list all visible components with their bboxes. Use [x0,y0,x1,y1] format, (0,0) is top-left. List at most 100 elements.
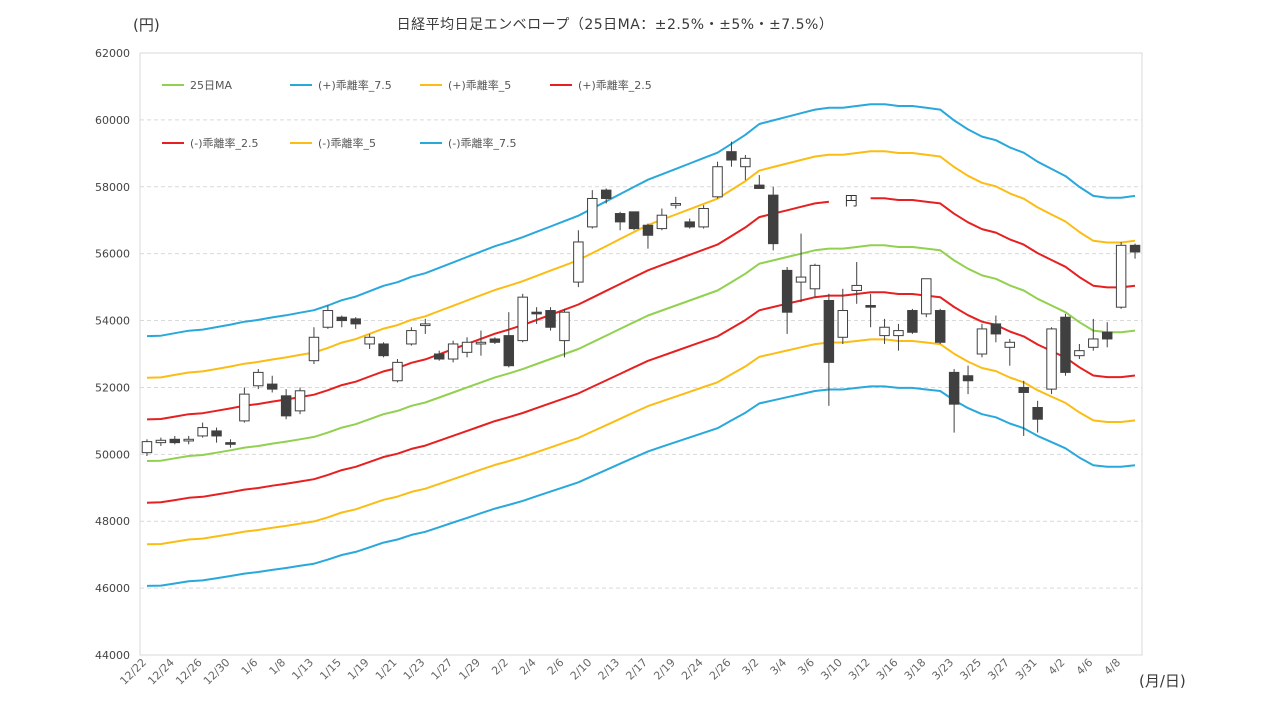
x-tick-label: 12/30 [201,656,233,688]
candle-body [656,214,668,230]
candle-body [879,326,890,337]
candle-body [294,390,306,412]
candle-body [447,343,459,360]
candle-body [614,213,626,223]
candle-body [155,439,167,444]
candle-body [545,310,556,328]
x-tick-label: 1/27 [429,656,456,683]
x-tick-label: 3/25 [957,656,984,683]
x-tick-label: 4/2 [1046,656,1068,678]
x-tick-label: 3/2 [740,656,762,678]
candle-body [1129,244,1141,253]
legend-label: 25日MA [190,79,232,92]
x-tick-label: 3/12 [846,656,873,683]
x-tick-label: 3/6 [795,656,817,678]
candle-body [141,441,153,454]
x-tick-label: 4/6 [1074,656,1096,678]
candle-body [406,330,417,345]
legend-label: (+)乖離率_7.5 [318,78,392,92]
x-tick-label: 2/17 [623,656,650,683]
candle-body [1018,386,1029,393]
candle-body [587,197,598,228]
candle-body [1032,407,1043,420]
series-line-3 [870,197,1136,289]
legend-label: (-)乖離率_2.5 [190,136,259,150]
candle-body [767,194,779,245]
x-tick-label: 1/15 [317,656,344,683]
candle-body [781,269,793,313]
candle-body [670,203,682,206]
candle-body [837,310,849,338]
series-line-4 [146,291,1136,504]
x-tick-label: 1/29 [456,656,483,683]
candle-body [754,184,765,189]
y-tick-label: 62000 [95,47,130,60]
y-tick-label: 58000 [95,181,130,194]
candle-body [990,323,1002,335]
legend-label: (-)乖離率_5 [318,136,376,150]
candle-body [503,335,515,367]
x-tick-label: 2/10 [568,656,595,683]
candle-body [893,330,904,337]
y-tick-label: 54000 [95,315,130,328]
x-tick-label: 1/8 [267,656,289,678]
series-line-0 [146,244,1136,462]
x-tick-label: 3/18 [902,656,929,683]
candle-body [378,343,389,357]
candle-body [392,361,403,382]
x-tick-label: 2/2 [489,656,511,678]
candle-body [253,371,264,387]
candle-body [795,276,807,283]
x-tick-label: 1/21 [373,656,400,683]
y-tick-label: 50000 [95,448,130,461]
x-tick-label: 1/13 [289,656,316,683]
candle-body [698,208,709,228]
candle-body [740,157,751,168]
x-axis-unit: (月/日) [1139,672,1186,690]
candle-body [322,310,334,328]
candle-body [461,341,473,353]
y-tick-label: 56000 [95,248,130,261]
x-tick-label: 1/19 [345,656,372,683]
candle-body [169,438,181,444]
x-tick-label: 3/27 [985,656,1012,683]
candle-body [280,395,292,417]
candle-body [225,442,236,445]
candle-body [642,224,654,236]
candle-body [684,221,695,228]
candle-body [1060,316,1071,373]
candle-body [197,427,208,437]
candle-body [364,336,375,345]
x-tick-label: 2/4 [517,656,539,678]
candle-body [350,318,361,325]
y-tick-label: 60000 [95,114,130,127]
candle-body [628,211,640,230]
y-tick-label: 52000 [95,381,130,394]
candle-body [559,311,570,342]
candle-body [211,430,222,437]
x-tick-label: 3/23 [930,656,957,683]
x-tick-label: 1/23 [401,656,428,683]
y-tick-label: 48000 [95,515,130,528]
candle-body [266,383,278,390]
y-axis-unit: (円) [133,16,160,34]
candle-body [420,323,431,327]
candle-body [851,284,862,291]
candle-body [921,278,932,315]
candle-body [809,264,821,290]
candle-body [712,166,723,198]
candle-body [865,305,876,308]
x-tick-label: 2/19 [651,656,678,683]
x-tick-label: 12/26 [173,656,205,688]
series-line-3 [146,200,830,421]
candle-body [1115,244,1127,308]
x-tick-label: 2/26 [707,656,734,683]
x-tick-label: 12/24 [145,656,177,688]
candle-body [183,438,194,442]
candle-body [726,151,737,161]
candle-body [934,310,946,343]
candle-body [573,241,584,283]
x-tick-label: 3/31 [1013,656,1040,683]
candle-body [336,316,348,322]
